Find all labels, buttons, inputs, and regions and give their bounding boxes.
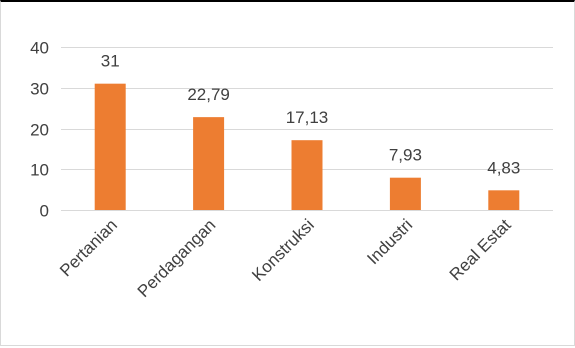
y-axis-tick-labels: 0 10 20 30 40	[30, 39, 49, 221]
category-labels: Pertanian Perdagangan Konstruksi Industri Re…	[56, 215, 515, 301]
data-labels: 31 22,79 17,13 7,93 4,83	[101, 52, 521, 178]
bar	[389, 177, 421, 210]
bars	[94, 83, 520, 210]
bar	[291, 140, 323, 210]
category-label: Konstruksi	[248, 215, 318, 285]
data-label: 17,13	[286, 108, 329, 127]
category-label: Pertanian	[56, 215, 121, 280]
data-label: 4,83	[487, 158, 520, 177]
gridlines	[61, 47, 553, 211]
y-tick-label: 0	[40, 202, 49, 221]
data-label: 31	[101, 52, 120, 71]
bar	[488, 190, 520, 210]
category-label: Industri	[363, 215, 416, 268]
y-tick-label: 20	[30, 121, 49, 140]
category-label: Real Estat	[446, 215, 515, 284]
data-label: 22,79	[187, 85, 230, 104]
y-tick-label: 40	[30, 39, 49, 58]
category-label: Perdagangan	[134, 215, 220, 301]
data-label: 7,93	[389, 146, 422, 165]
y-tick-label: 10	[30, 161, 49, 180]
bar	[94, 83, 126, 210]
y-tick-label: 30	[30, 80, 49, 99]
bar	[193, 117, 225, 210]
